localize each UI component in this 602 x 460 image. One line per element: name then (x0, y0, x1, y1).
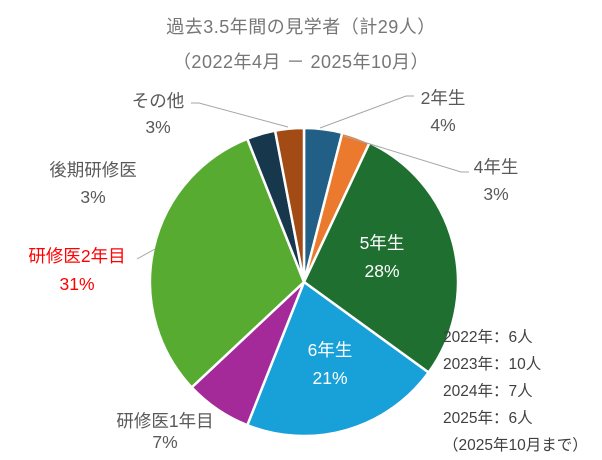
pie-slice-3-6年生 (246, 280, 430, 438)
annotation-2024: 2024年：7人 (443, 383, 533, 400)
pie-slice-5-研修医2年目 (148, 137, 306, 389)
annotation-note: （2025年10月まで） (443, 437, 588, 454)
chart-title-line2: （2022年4月 － 2025年10月） (172, 52, 430, 72)
pie-percent-4年生: 3% (483, 184, 508, 204)
pie-slice-7-その他 (273, 126, 306, 284)
pie-slice-2-5年生 (302, 141, 460, 374)
pie-label-5年生: 5年生 (360, 233, 405, 253)
chart-title-line1: 過去3.5年間の見学者（計29人） (166, 17, 436, 37)
annotation-2023: 2023年：10人 (443, 356, 542, 373)
yearly-annotations: 2022年：6人 2023年：10人 2024年：7人 2025年：6人 （20… (443, 324, 588, 459)
pie-percent-研修医2年目: 31% (59, 274, 94, 294)
leader-line-研修医2年目 (136, 248, 156, 260)
pie-percent-研修医1年目: 7% (152, 432, 177, 452)
pie-label-6年生: 6年生 (308, 340, 353, 360)
leader-line-4年生 (343, 135, 469, 173)
pie-label-研修医1年目: 研修医1年目 (116, 411, 213, 431)
annotation-2022: 2022年：6人 (443, 329, 533, 346)
pie-percent-5年生: 28% (364, 261, 399, 281)
pie-label-研修医2年目: 研修医2年目 (28, 246, 125, 266)
chart-title: 過去3.5年間の見学者（計29人） （2022年4月 － 2025年10月） (0, 10, 602, 80)
pie-label-その他: その他 (132, 91, 185, 111)
pie-label-2年生: 2年生 (421, 88, 466, 108)
pie-label-後期研修医: 後期研修医 (49, 160, 137, 180)
leader-line-その他 (191, 102, 289, 128)
pie-label-4年生: 4年生 (474, 157, 519, 177)
pie-percent-後期研修医: 3% (80, 187, 105, 207)
leader-line-2年生 (319, 95, 414, 129)
pie-percent-2年生: 4% (430, 115, 455, 135)
annotation-2025: 2025年：6人 (443, 410, 533, 427)
pie-percent-その他: 3% (145, 117, 170, 137)
pie-percent-6年生: 21% (312, 368, 347, 388)
